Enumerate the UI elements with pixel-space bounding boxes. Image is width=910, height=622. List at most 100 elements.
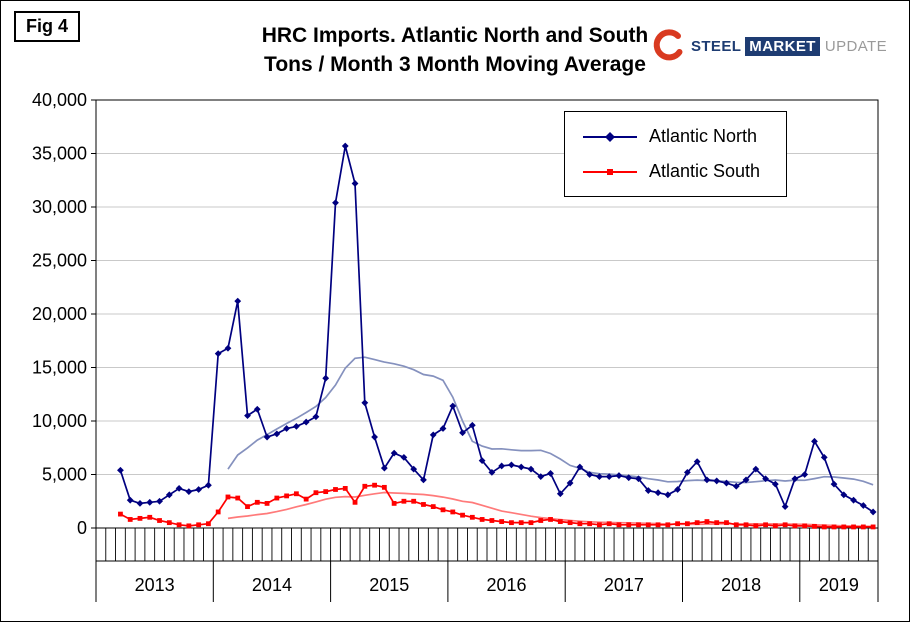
x-axis-year-label: 2017 — [604, 575, 644, 595]
atlantic-north-marker — [156, 497, 163, 505]
atlantic-north-marker — [400, 453, 408, 461]
atlantic-north-marker — [205, 481, 212, 489]
atlantic-north-marker — [742, 476, 750, 484]
atlantic-south-marker — [166, 520, 172, 526]
atlantic-north-marker — [830, 480, 838, 488]
atlantic-north-marker — [615, 472, 623, 479]
legend-item-atlantic-north: Atlantic North — [581, 126, 786, 147]
atlantic-south-marker — [606, 521, 612, 527]
x-axis-year-label: 2013 — [135, 575, 175, 595]
atlantic-north-marker — [556, 490, 564, 498]
atlantic-north-marker — [850, 496, 857, 504]
atlantic-north-marker — [117, 466, 124, 474]
atlantic-south-marker — [274, 495, 280, 501]
atlantic-north-marker — [136, 499, 144, 507]
atlantic-south-marker — [733, 522, 739, 528]
atlantic-south-marker — [186, 523, 192, 529]
atlantic-south-marker — [655, 522, 661, 528]
atlantic-north-marker — [195, 486, 203, 493]
x-axis-year-label: 2019 — [819, 575, 859, 595]
atlantic-north-marker — [576, 463, 584, 471]
atlantic-south-marker — [714, 520, 720, 526]
atlantic-north-marker — [537, 473, 545, 481]
atlantic-north-marker — [781, 503, 789, 510]
atlantic-south-marker — [157, 518, 162, 523]
atlantic-south-marker — [782, 522, 788, 528]
atlantic-south-marker — [636, 522, 641, 528]
atlantic-north-marker — [175, 485, 183, 492]
x-axis-year-label: 2014 — [252, 575, 292, 595]
atlantic-north-marker — [762, 475, 769, 483]
atlantic-north-marker — [126, 496, 134, 504]
atlantic-north-marker — [322, 374, 330, 382]
atlantic-south-marker — [469, 514, 475, 520]
atlantic-south-marker — [147, 514, 153, 520]
atlantic-south-marker — [860, 524, 866, 530]
atlantic-north-marker — [361, 399, 369, 407]
legend: Atlantic North Atlantic South — [564, 111, 787, 197]
atlantic-north-marker — [693, 458, 701, 466]
atlantic-south-marker — [870, 524, 876, 530]
atlantic-north-marker — [253, 405, 261, 413]
atlantic-south-marker — [342, 486, 348, 491]
atlantic-north-marker — [390, 449, 398, 457]
atlantic-north-marker — [517, 463, 525, 471]
atlantic-north-marker — [566, 479, 574, 487]
atlantic-south-marker — [235, 495, 241, 501]
y-axis-label: 15,000 — [32, 358, 87, 378]
atlantic-north-marker — [185, 488, 193, 496]
atlantic-north-marker — [292, 422, 300, 430]
atlantic-north-marker — [703, 476, 711, 484]
atlantic-north-marker — [429, 431, 437, 439]
y-axis-label: 20,000 — [32, 304, 87, 324]
atlantic-south-marker — [753, 523, 759, 529]
atlantic-north-marker — [713, 477, 721, 485]
atlantic-south-marker — [557, 519, 563, 524]
atlantic-north-marker — [410, 465, 418, 473]
atlantic-north-marker — [801, 471, 809, 478]
atlantic-south-marker — [831, 524, 837, 530]
atlantic-south-marker — [264, 500, 270, 506]
atlantic-south-marker — [694, 520, 700, 526]
atlantic-south-marker — [528, 520, 534, 526]
legend-north-label: Atlantic North — [649, 126, 758, 146]
atlantic-south-marker — [704, 519, 710, 524]
atlantic-south-marker — [684, 521, 690, 527]
atlantic-north-marker — [596, 473, 603, 481]
atlantic-south-marker — [597, 522, 602, 528]
atlantic-north-marker — [420, 476, 427, 484]
atlantic-south-marker — [450, 509, 456, 515]
atlantic-north-marker — [146, 498, 154, 506]
atlantic-south-marker — [489, 518, 495, 523]
atlantic-north-marker — [244, 412, 251, 420]
atlantic-south-marker — [196, 522, 202, 528]
atlantic-south-marker — [391, 500, 397, 506]
atlantic-north-marker — [459, 429, 466, 437]
atlantic-north-marker — [332, 199, 339, 207]
atlantic-north-marker — [664, 491, 672, 499]
y-axis-label: 5,000 — [42, 465, 87, 485]
atlantic-south-marker — [772, 523, 778, 529]
atlantic-south-marker — [792, 523, 798, 529]
y-axis-label: 10,000 — [32, 411, 87, 431]
atlantic-north-marker — [586, 471, 594, 478]
atlantic-south-marker — [645, 522, 651, 528]
legend-item-atlantic-south: Atlantic South — [581, 161, 786, 182]
atlantic-south-marker — [430, 504, 436, 509]
atlantic-south-marker — [206, 521, 211, 527]
atlantic-north-marker — [449, 402, 457, 410]
atlantic-south-marker — [293, 491, 299, 497]
legend-south-label: Atlantic South — [649, 161, 761, 181]
atlantic-south-marker — [118, 511, 123, 517]
atlantic-south-marker — [479, 517, 485, 522]
atlantic-south-marker — [851, 524, 856, 530]
atlantic-south-marker — [440, 507, 446, 513]
atlantic-south-marker — [587, 521, 593, 527]
atlantic-south-marker — [411, 498, 417, 504]
atlantic-north-marker — [371, 433, 378, 441]
atlantic-north-marker — [488, 468, 496, 476]
atlantic-north-marker — [732, 482, 740, 490]
atlantic-north-marker — [771, 480, 779, 488]
atlantic-north-marker — [791, 475, 799, 483]
